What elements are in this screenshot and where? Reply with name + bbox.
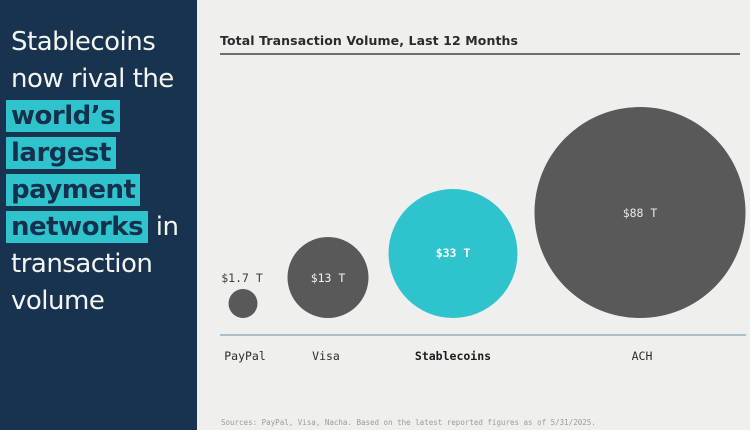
headline-highlight-text: world’s: [6, 100, 121, 132]
headline-highlight-text: largest: [6, 137, 116, 169]
bubble-paypal: [228, 289, 258, 318]
category-label-paypal: PayPal: [224, 349, 266, 363]
value-label-paypal: $1.7 T: [221, 271, 263, 285]
sidebar: Stablecoins now rival the world’s larges…: [0, 0, 197, 430]
headline-line: payment: [6, 172, 189, 209]
headline-highlight-text: payment: [6, 174, 141, 206]
category-label-ach: ACH: [631, 349, 653, 363]
headline-line: now rival the: [11, 61, 189, 98]
headline-line: networks in: [6, 209, 189, 246]
headline-line: Stablecoins: [11, 24, 189, 61]
bubble-ach: [534, 107, 746, 318]
headline-text: volume: [11, 286, 105, 316]
value-label-stablecoins: $33 T: [435, 246, 471, 260]
chart-title: Total Transaction Volume, Last 12 Months: [220, 33, 519, 48]
headline-line: world’s: [6, 98, 189, 135]
chart-baseline: [220, 334, 746, 336]
category-label-visa: Visa: [312, 349, 340, 363]
headline-line: transaction: [11, 246, 189, 283]
headline-line: volume: [11, 283, 189, 320]
value-label-ach: $88 T: [622, 206, 658, 220]
headline: Stablecoins now rival the world’s larges…: [6, 24, 189, 320]
value-label-visa: $13 T: [310, 271, 346, 285]
headline-text: transaction: [11, 249, 153, 279]
headline-text: in: [148, 212, 179, 242]
headline-line: largest: [6, 135, 189, 172]
category-label-stablecoins: Stablecoins: [414, 349, 492, 363]
source-note: Sources: PayPal, Visa, Nacha. Based on t…: [221, 418, 596, 427]
bubble-visa: [287, 237, 369, 318]
title-underline: [220, 53, 740, 55]
headline-text: now rival the: [11, 64, 174, 94]
bubble-stablecoins: [388, 189, 518, 318]
headline-text: Stablecoins: [11, 27, 156, 57]
headline-highlight-text: networks: [6, 211, 149, 243]
